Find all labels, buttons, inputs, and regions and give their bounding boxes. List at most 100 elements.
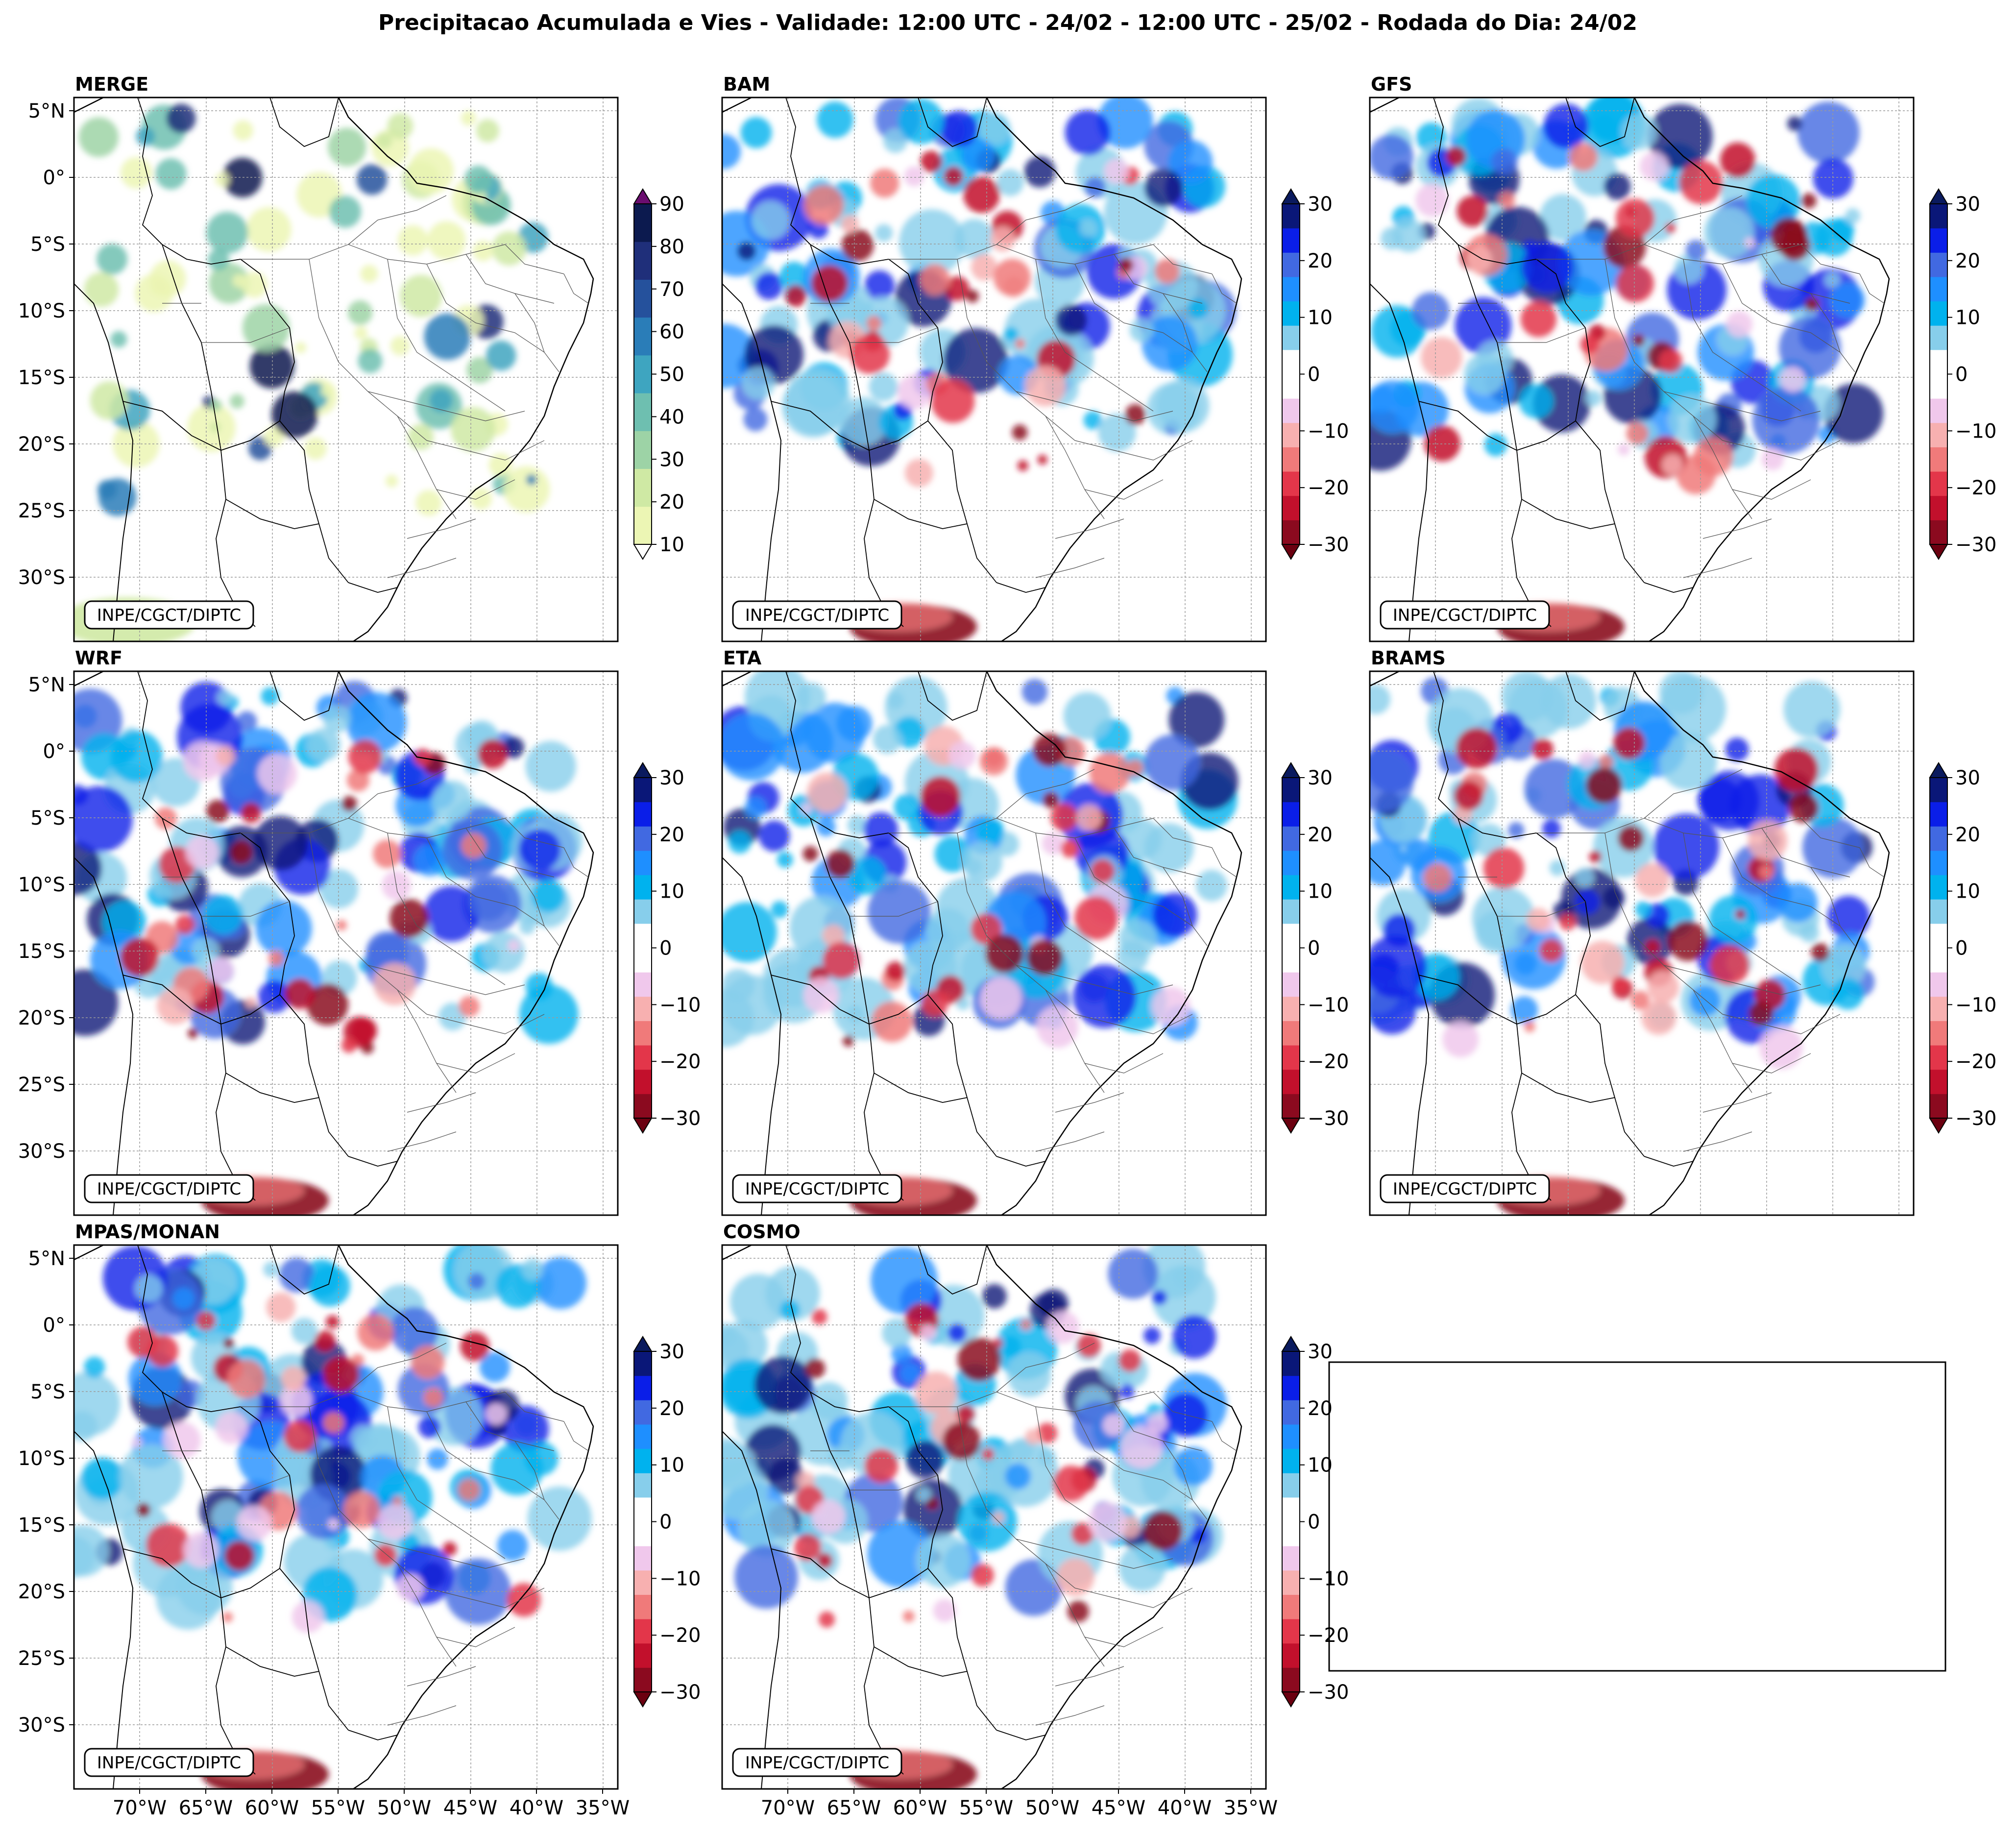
colorbar-tick-label: −10 [1308,1567,1349,1590]
colorbar-tick-label: 0 [659,1511,672,1534]
latitude-tick-label: 0° [43,1314,65,1337]
panel-cosmo: COSMO INPE/CGCT/DIPTC 30 20 10 0 −10 −20 −30 [721,1221,1349,1790]
colorbar-segment [1930,398,1947,423]
credit-label: INPE/CGCT/DIPTC [1393,606,1537,625]
panel-title: COSMO [723,1221,801,1243]
latitude-tick-label: 5°S [30,807,65,830]
colorbar-max-extension [633,188,653,204]
colorbar-tick-label: −30 [1308,1681,1349,1704]
colorbar-tick-label: 10 [1308,1454,1333,1477]
latitude-tick-label: 5°N [28,674,65,696]
colorbar-segment [1282,325,1300,350]
colorbar-tick-label: 30 [659,448,684,471]
panel-brams: BRAMS INPE/CGCT/DIPTC 30 20 10 0 −10 −20 −30 [1369,647,1996,1216]
colorbar-tick-label: −20 [659,1624,701,1647]
colorbar-segment [1930,923,1947,948]
colorbar-tick-label: −20 [1308,477,1349,499]
colorbar-segment [1282,1400,1300,1425]
colorbar-segment [1282,1424,1300,1449]
colorbar-segment [1282,1594,1300,1619]
colorbar-max-extension [1281,762,1301,778]
colorbar-tick-label: 20 [1955,250,1980,272]
panel-grid: MERGEINPE/CGCT/DIPTC908070605040302010BA… [73,73,1996,1790]
colorbar-segment [634,1619,652,1644]
field-layer [722,671,1239,1215]
panel-eta: ETA INPE/CGCT/DIPTC 30 20 10 0 −10 −20 −30 [721,647,1349,1216]
credit-box: INPE/CGCT/DIPTC [732,1174,902,1203]
colorbar-min-extension [1929,544,1948,560]
latitude-tick-label: 20°S [18,1007,65,1029]
colorbar-segment [634,996,652,1021]
colorbar-tick-label: 20 [659,1397,684,1420]
colorbar-segment [1282,875,1300,900]
colorbar-segment [1930,228,1947,253]
colorbar-segment [634,1069,652,1094]
map-area [1370,98,1914,641]
colorbar-tick-label: −20 [1308,1051,1349,1073]
colorbar-min-extension [633,544,653,560]
credit-box: INPE/CGCT/DIPTC [84,1174,254,1203]
longitude-tick-label: 50°W [377,1797,431,1819]
longitude-tick-label: 35°W [1224,1797,1278,1819]
colorbar-segment [634,1521,652,1546]
colorbar-segment [1930,1045,1947,1070]
colorbar-segment [1282,778,1300,803]
colorbar-tick-label: 50 [659,364,684,386]
colorbar-tick-label: 10 [1308,307,1333,329]
panel-title: MPAS/MONAN [75,1221,220,1243]
colorbar-max-extension [1929,188,1948,204]
credit-label: INPE/CGCT/DIPTC [745,1753,889,1773]
map-area [74,98,618,641]
colorbar-segment [1930,204,1947,229]
colorbar: 30 20 10 0 −10 −20 −30 [1281,188,1349,560]
latitude-tick-label: 25°S [18,1647,65,1670]
colorbar-segment [634,1570,652,1595]
credit-label: INPE/CGCT/DIPTC [97,1179,241,1199]
credit-label: INPE/CGCT/DIPTC [745,1179,889,1199]
colorbar-segment [1282,899,1300,924]
colorbar-tick-label: 10 [659,880,684,903]
colorbar-segment [634,1497,652,1522]
colorbar-segment [634,923,652,948]
colorbar-segment [1282,1069,1300,1094]
longitude-tick-label: 55°W [959,1797,1013,1819]
colorbar-segment [634,778,652,803]
colorbar-tick-label: 40 [659,406,684,428]
colorbar-segment [1282,948,1300,973]
colorbar-segment [1282,1497,1300,1522]
colorbar-segment [1282,996,1300,1021]
colorbar: 30 20 10 0 −10 −20 −30 [1929,188,1996,560]
map-area [722,671,1266,1215]
colorbar-tick-label: −10 [1308,994,1349,1016]
colorbar-segment [1282,349,1300,374]
colorbar-tick-label: 20 [1308,250,1333,272]
credit-box: INPE/CGCT/DIPTC [1380,600,1550,630]
latitude-tick-label: 10°S [18,1447,65,1470]
colorbar-tick-label: 20 [659,824,684,846]
colorbar-segment [634,468,652,507]
map-area [74,671,618,1215]
colorbar-min-extension [1281,1691,1301,1708]
colorbar-tick-label: 10 [1955,307,1980,329]
colorbar-tick-label: −10 [1955,994,1996,1016]
colorbar-segment [1930,996,1947,1021]
colorbar-tick-label: 30 [1308,1341,1333,1363]
colorbar: 30 20 10 0 −10 −20 −30 [1281,1336,1349,1708]
colorbar-tick-label: −10 [1308,420,1349,442]
field-layer [1370,98,1883,641]
colorbar-segment [1930,972,1947,997]
colorbar-tick-label: 30 [1308,767,1333,789]
colorbar: 30 20 10 0 −10 −20 −30 [633,762,701,1134]
latitude-tick-label: 25°S [18,1074,65,1096]
colorbar-segment [1930,1021,1947,1046]
colorbar: 30 20 10 0 −10 −20 −30 [633,1336,701,1708]
longitude-tick-label: 70°W [761,1797,815,1819]
colorbar-tick-label: 30 [1308,193,1333,216]
colorbar-tick-label: 0 [1308,937,1320,960]
colorbar-tick-label: 10 [659,1454,684,1477]
colorbar-max-extension [1281,1336,1301,1352]
colorbar-segment [1282,826,1300,851]
longitude-tick-label: 65°W [179,1797,233,1819]
latitude-tick-label: 15°S [18,940,65,963]
